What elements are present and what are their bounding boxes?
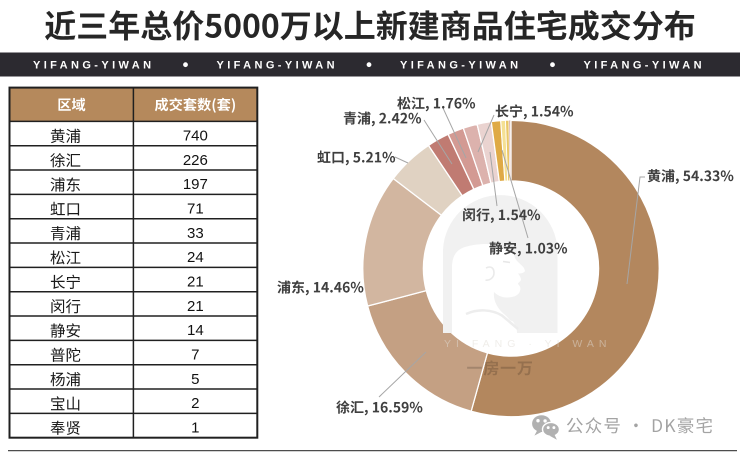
svg-text:14: 14 (187, 322, 204, 339)
svg-text:33: 33 (187, 225, 204, 242)
svg-text:5: 5 (191, 371, 199, 388)
svg-text:YIFANG-YIWAN: YIFANG-YIWAN (400, 59, 521, 71)
svg-text:YI FANG · YI WAN: YI FANG · YI WAN (444, 338, 612, 350)
svg-text:YIFANG-YIWAN: YIFANG-YIWAN (33, 59, 154, 71)
svg-text:197: 197 (183, 176, 208, 193)
svg-text:740: 740 (183, 128, 208, 145)
svg-text:YIFANG-YIWAN: YIFANG-YIWAN (583, 59, 704, 71)
svg-text:7: 7 (191, 347, 199, 364)
svg-text:71: 71 (187, 201, 204, 218)
svg-text:1: 1 (191, 420, 199, 437)
svg-text:226: 226 (183, 152, 208, 169)
svg-text:21: 21 (187, 298, 204, 315)
svg-text:24: 24 (187, 249, 204, 266)
svg-text:YIFANG-YIWAN: YIFANG-YIWAN (216, 59, 337, 71)
svg-text:21: 21 (187, 274, 204, 291)
svg-text:2: 2 (191, 395, 199, 412)
